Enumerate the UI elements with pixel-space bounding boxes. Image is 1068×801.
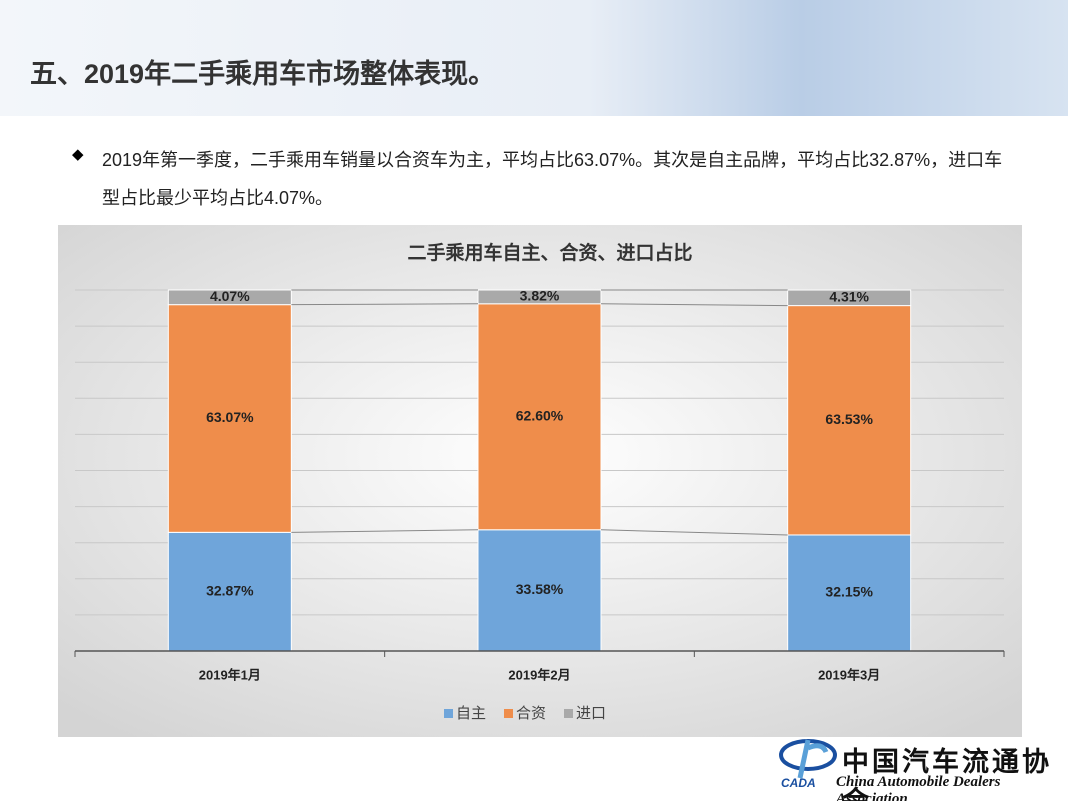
data-label: 3.82% bbox=[520, 288, 560, 304]
x-tick-label: 2019年2月 bbox=[508, 667, 570, 682]
legend-label: 自主 bbox=[456, 705, 486, 722]
legend-swatch bbox=[564, 709, 573, 718]
legend-swatch bbox=[444, 709, 453, 718]
data-label: 63.53% bbox=[825, 411, 873, 427]
header-band bbox=[0, 0, 1068, 116]
logo-abbr: CADA bbox=[781, 776, 816, 790]
bullet-text: 2019年第一季度，二手乘用车销量以合资车为主，平均占比63.07%。其次是自主… bbox=[102, 150, 1003, 208]
bullet-icon: ◆ bbox=[72, 146, 84, 163]
data-label: 32.15% bbox=[825, 584, 873, 600]
data-label: 32.87% bbox=[206, 582, 254, 598]
chart-title: 二手乘用车自主、合资、进口占比 bbox=[407, 241, 692, 264]
bar-segment bbox=[477, 529, 602, 652]
data-label: 62.60% bbox=[516, 407, 564, 423]
data-label: 63.07% bbox=[206, 409, 254, 425]
data-label: 4.07% bbox=[210, 288, 250, 304]
x-tick-label: 2019年3月 bbox=[818, 667, 880, 682]
logo-english: China Automobile Dealers Association bbox=[836, 774, 1001, 801]
series-line bbox=[600, 529, 788, 536]
logo-mark bbox=[779, 739, 837, 779]
bar-segment bbox=[477, 289, 602, 305]
data-label: 4.31% bbox=[829, 289, 869, 305]
legend-swatch bbox=[504, 709, 513, 718]
logo-name: 中国汽车流通协会 bbox=[842, 747, 1052, 801]
series-line bbox=[600, 303, 788, 307]
x-tick-label: 2019年1月 bbox=[199, 667, 261, 682]
bar-segment bbox=[787, 289, 912, 307]
bar-segment bbox=[787, 534, 912, 652]
bar-segment bbox=[787, 305, 912, 536]
legend-label: 进口 bbox=[576, 705, 606, 722]
series-line bbox=[291, 303, 479, 306]
bar-segment bbox=[167, 289, 292, 306]
data-label: 33.58% bbox=[516, 581, 564, 597]
legend-label: 合资 bbox=[516, 705, 546, 722]
series-line bbox=[291, 529, 479, 533]
bar-segment bbox=[167, 304, 292, 533]
slide-title: 五、2019年二手乘用车市场整体表现。 bbox=[30, 59, 496, 89]
